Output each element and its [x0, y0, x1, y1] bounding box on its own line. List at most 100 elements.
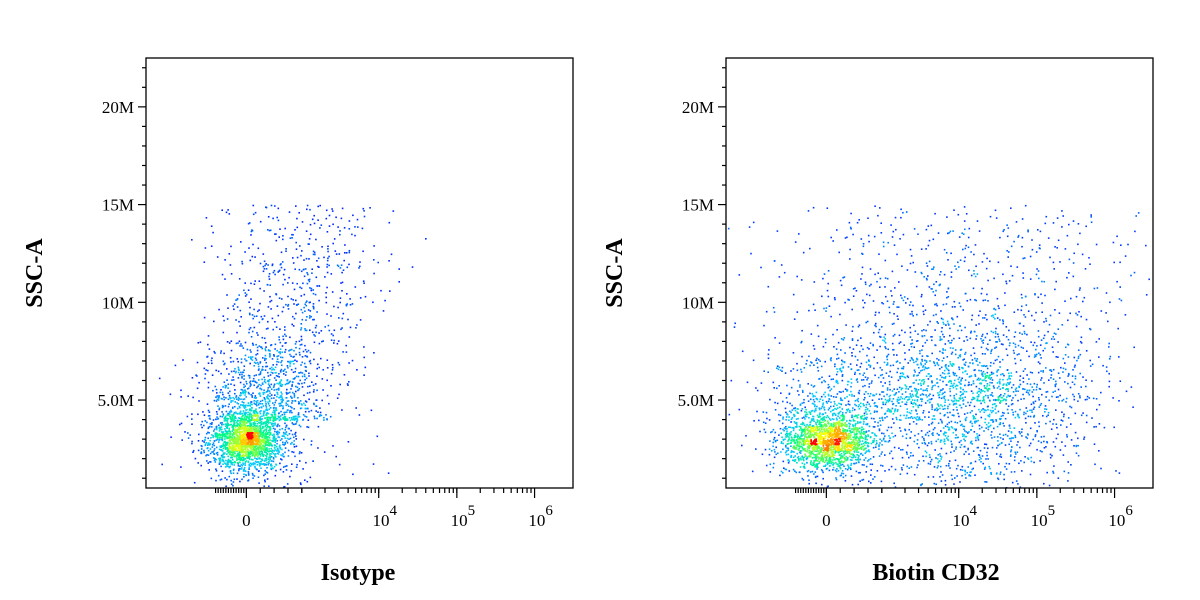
data-point — [274, 430, 276, 433]
data-point — [252, 392, 254, 394]
data-point — [249, 450, 252, 453]
data-point — [841, 463, 844, 466]
data-point — [256, 463, 259, 466]
data-point — [261, 450, 264, 453]
data-point — [790, 370, 792, 372]
data-point — [358, 414, 361, 416]
data-point — [326, 266, 328, 268]
data-point — [343, 259, 345, 262]
data-point — [251, 359, 254, 361]
data-point — [881, 391, 883, 393]
data-point — [352, 473, 354, 476]
data-point — [909, 248, 912, 251]
data-point — [241, 430, 244, 432]
data-point — [296, 419, 298, 422]
data-point — [297, 382, 299, 385]
data-point — [887, 348, 889, 351]
data-point — [281, 397, 284, 400]
data-point — [241, 465, 243, 467]
data-point — [229, 454, 232, 456]
data-point — [228, 475, 231, 478]
data-point — [1019, 383, 1022, 386]
data-point — [893, 446, 896, 449]
data-point — [1118, 298, 1121, 300]
data-point — [269, 352, 271, 355]
data-point — [824, 341, 827, 344]
data-point — [268, 431, 271, 434]
data-point — [1021, 428, 1023, 430]
data-point — [219, 434, 222, 437]
data-point — [224, 362, 226, 365]
data-point — [287, 360, 289, 363]
data-point — [227, 209, 229, 211]
data-point — [1088, 397, 1091, 399]
data-point — [212, 435, 215, 437]
data-point — [765, 310, 768, 313]
data-point — [864, 283, 867, 286]
data-point — [245, 430, 247, 433]
data-point — [860, 362, 863, 365]
data-point — [281, 413, 284, 416]
data-point — [304, 375, 306, 378]
data-point — [984, 353, 986, 355]
data-point — [217, 397, 220, 399]
data-point — [257, 448, 260, 451]
data-point — [243, 468, 245, 471]
data-point — [881, 451, 883, 453]
data-point — [292, 451, 295, 454]
data-point — [248, 413, 251, 416]
data-point — [179, 423, 181, 426]
data-point — [788, 470, 791, 472]
data-point — [958, 236, 961, 238]
data-point — [243, 369, 245, 371]
data-point — [978, 230, 981, 232]
data-point — [236, 306, 239, 308]
data-point — [263, 412, 265, 414]
data-point — [261, 369, 263, 371]
data-point — [238, 447, 241, 450]
data-point — [263, 485, 265, 487]
data-point — [205, 369, 207, 371]
data-point — [1077, 243, 1079, 246]
data-point — [996, 317, 999, 319]
data-point — [243, 398, 246, 400]
data-point — [205, 432, 208, 435]
data-point — [242, 455, 245, 457]
data-point — [262, 265, 265, 268]
data-point — [257, 427, 259, 429]
data-point — [223, 460, 225, 463]
data-point — [1091, 380, 1093, 382]
data-point — [999, 437, 1002, 439]
data-point — [203, 449, 205, 452]
data-point — [286, 465, 288, 467]
data-point — [305, 370, 307, 372]
data-point — [238, 427, 241, 430]
data-point — [254, 432, 257, 434]
data-point — [909, 301, 912, 303]
data-point — [804, 406, 806, 409]
data-point — [388, 221, 391, 224]
data-point — [841, 374, 844, 376]
data-point — [785, 444, 787, 447]
data-point — [192, 451, 194, 453]
data-point — [285, 335, 287, 337]
data-point — [1017, 236, 1019, 238]
data-point — [293, 419, 296, 421]
data-point — [265, 413, 268, 415]
data-point — [252, 415, 254, 418]
data-point — [1061, 420, 1064, 422]
data-point — [1047, 237, 1050, 239]
data-point — [1108, 372, 1110, 375]
data-point — [912, 261, 914, 264]
data-point — [933, 409, 936, 411]
data-point — [1022, 381, 1025, 383]
data-point — [275, 239, 278, 242]
data-point — [929, 463, 932, 465]
data-point — [738, 408, 741, 411]
data-point — [291, 418, 293, 420]
data-point — [243, 404, 246, 407]
data-point — [1003, 478, 1005, 481]
data-point — [1054, 384, 1057, 386]
data-point — [1077, 400, 1079, 402]
data-point — [225, 466, 227, 468]
